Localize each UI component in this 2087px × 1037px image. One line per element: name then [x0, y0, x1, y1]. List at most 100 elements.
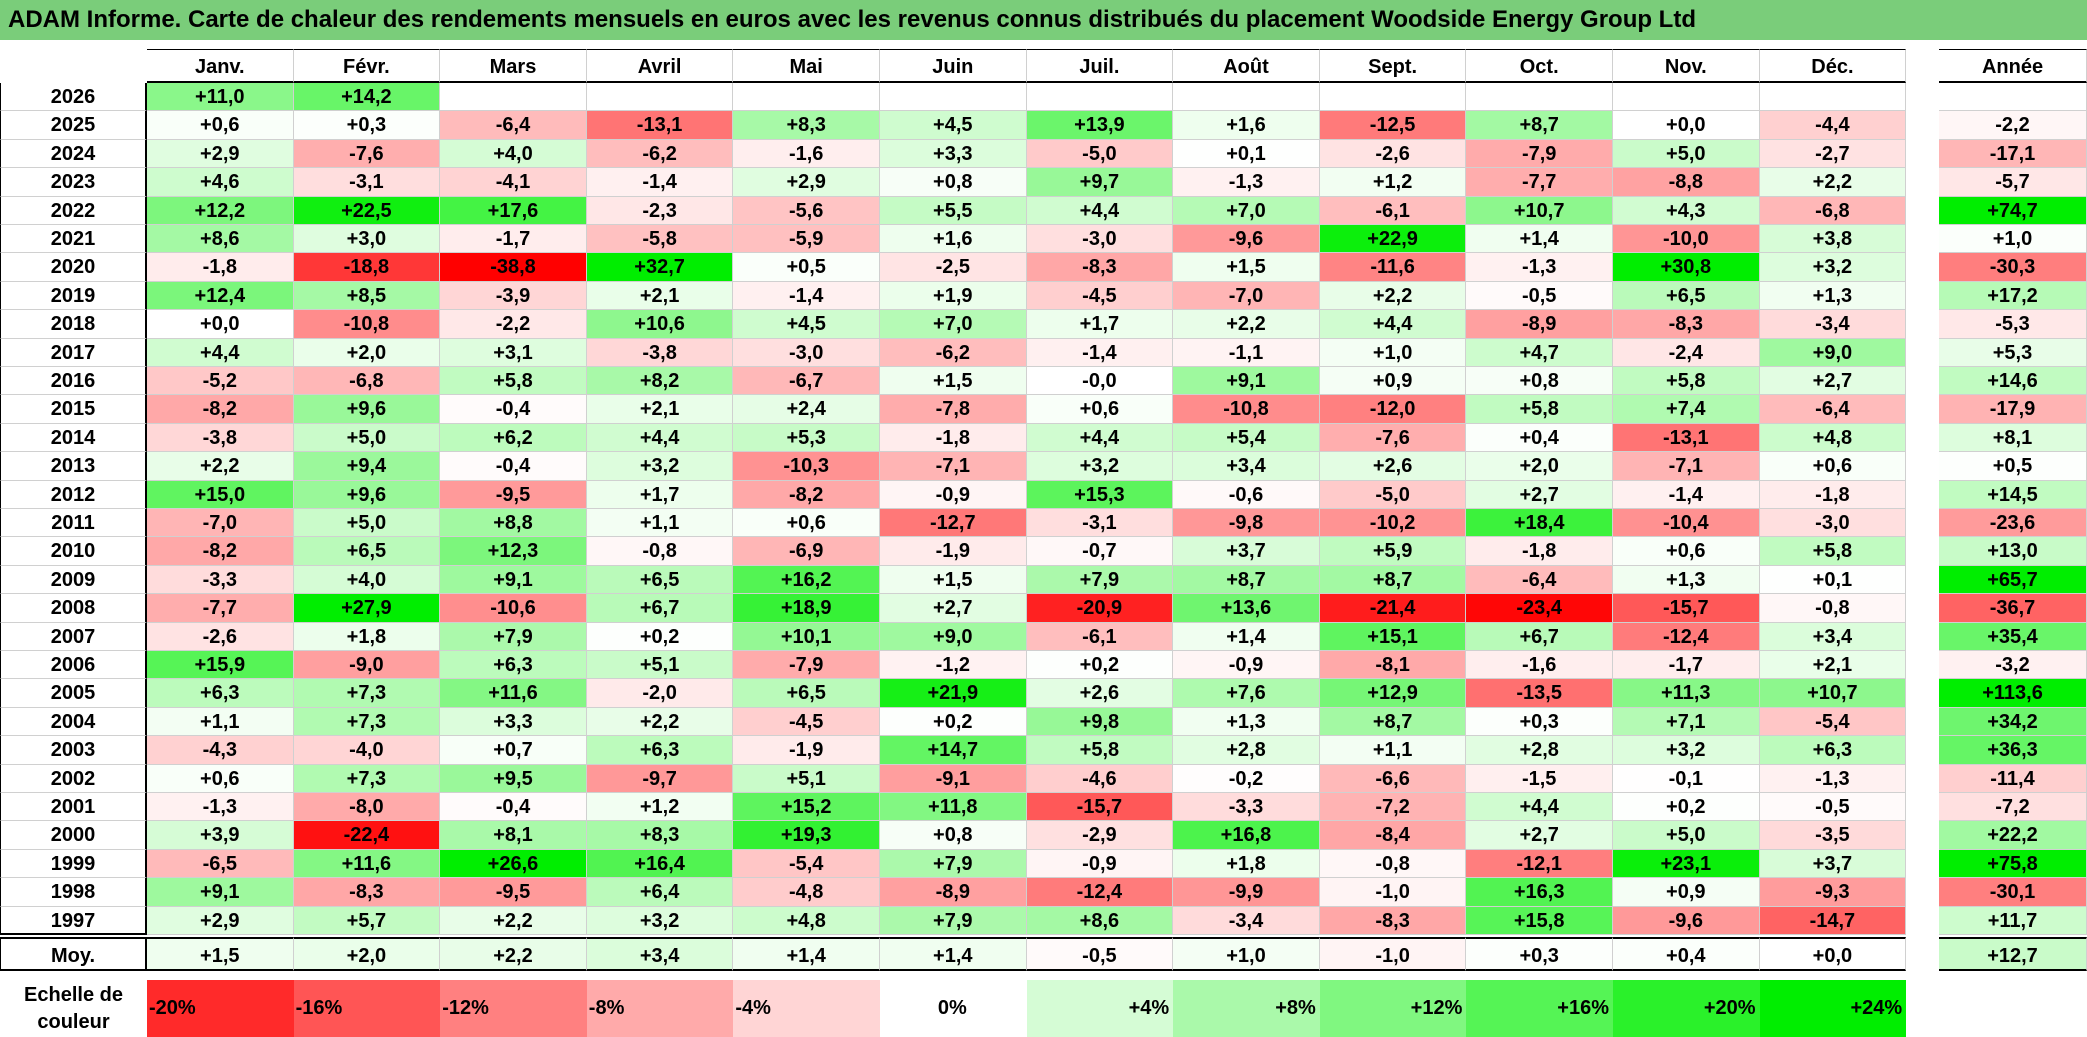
heatmap-cell: -7,2 — [1319, 793, 1467, 822]
heatmap-cell: +5,3 — [733, 423, 880, 453]
heatmap-cell: +13,6 — [1173, 594, 1320, 623]
heatmap-cell: -2,0 — [586, 679, 734, 708]
heatmap-cell: -9,7 — [586, 764, 734, 793]
heatmap-cell: -3,8 — [147, 423, 294, 453]
average-cell: +0,0 — [1759, 937, 1907, 971]
heatmap-cell: +3,4 — [1173, 452, 1320, 481]
heatmap-cell: +5,8 — [1026, 736, 1174, 765]
heatmap-cell: +9,7 — [1026, 168, 1174, 197]
heatmap-cell: +12,3 — [440, 537, 587, 566]
average-annual-cell: +12,7 — [1939, 937, 2087, 971]
heatmap-cell: -1,3 — [1466, 253, 1613, 282]
heatmap-cell: -1,4 — [733, 281, 880, 311]
annual-cell: -5,3 — [1939, 310, 2087, 339]
year-label: 2024 — [0, 139, 147, 169]
average-cell: +0,4 — [1613, 937, 1760, 971]
year-label: 2015 — [0, 395, 147, 424]
annual-cell: +0,5 — [1939, 452, 2087, 481]
heatmap-cell: +11,0 — [147, 83, 294, 112]
heatmap-cell: +4,4 — [147, 338, 294, 367]
heatmap-cell: +5,0 — [1613, 821, 1760, 850]
heatmap-cell: -5,8 — [586, 225, 734, 254]
average-cell: +1,4 — [880, 937, 1027, 971]
heatmap-cell: -7,9 — [733, 651, 880, 680]
year-label: 2010 — [0, 537, 147, 566]
heatmap-cell: +0,1 — [1759, 565, 1907, 595]
heatmap-cell: +8,8 — [440, 509, 587, 538]
legend-swatch: +12% — [1319, 980, 1467, 1037]
heatmap-cell: +0,2 — [1026, 651, 1174, 680]
heatmap-cell: +6,3 — [586, 736, 734, 765]
heatmap-cell: +13,9 — [1026, 111, 1174, 140]
heatmap-cell: -22,4 — [293, 821, 441, 850]
heatmap-cell: -8,0 — [293, 793, 441, 822]
legend-swatch: +8% — [1173, 980, 1320, 1037]
heatmap-cell: -10,8 — [1173, 395, 1320, 424]
heatmap-cell: -3,0 — [1026, 225, 1174, 254]
heatmap-cell: +9,5 — [440, 764, 587, 793]
heatmap-cell: +0,2 — [586, 622, 734, 651]
heatmap-cell: +15,8 — [1466, 906, 1613, 935]
heatmap-cell: -0,9 — [1173, 651, 1320, 680]
heatmap-cell: -12,0 — [1319, 395, 1467, 424]
heatmap-cell: -7,9 — [1466, 139, 1613, 169]
heatmap-cell: +8,3 — [733, 111, 880, 140]
heatmap-cell: +0,6 — [1759, 452, 1907, 481]
heatmap-cell: +1,3 — [1613, 565, 1760, 595]
heatmap-cell: +2,7 — [1466, 480, 1613, 509]
column-header: Juil. — [1026, 49, 1174, 83]
annual-cell: +65,7 — [1939, 565, 2087, 595]
heatmap-cell: +9,6 — [293, 480, 441, 509]
heatmap-cell: +11,6 — [440, 679, 587, 708]
year-label: 2020 — [0, 253, 147, 282]
heatmap-cell: +14,7 — [880, 736, 1027, 765]
heatmap-cell: -18,8 — [293, 253, 441, 282]
average-cell: +1,0 — [1173, 937, 1320, 971]
heatmap-cell: +9,6 — [293, 395, 441, 424]
heatmap-cell: +2,8 — [1466, 736, 1613, 765]
heatmap-cell: -6,8 — [293, 367, 441, 396]
year-label: 2002 — [0, 764, 147, 793]
heatmap-cell: -6,1 — [1026, 622, 1174, 651]
average-cell: +2,0 — [293, 937, 441, 971]
heatmap-cell: -12,4 — [1026, 878, 1174, 907]
heatmap-cell: +7,6 — [1173, 679, 1320, 708]
column-header: Sept. — [1319, 49, 1467, 83]
heatmap-cell: +15,3 — [1026, 480, 1174, 509]
heatmap-cell: +0,9 — [1319, 367, 1467, 396]
annual-cell: -3,2 — [1939, 651, 2087, 680]
column-header: Avril — [586, 49, 734, 83]
annual-cell: +8,1 — [1939, 423, 2087, 453]
heatmap-cell: -1,7 — [1613, 651, 1760, 680]
year-label: 2013 — [0, 452, 147, 481]
heatmap-cell: +10,6 — [586, 310, 734, 339]
heatmap-cell: -2,3 — [586, 196, 734, 225]
heatmap-cell: +5,0 — [1613, 139, 1760, 169]
heatmap-cell: -21,4 — [1319, 594, 1467, 623]
heatmap-cell: +8,6 — [147, 225, 294, 254]
heatmap-cell: -0,5 — [1466, 281, 1613, 311]
legend-swatch: -16% — [293, 980, 441, 1037]
heatmap-cell: -2,4 — [1613, 338, 1760, 367]
heatmap-cell: -0,5 — [1759, 793, 1907, 822]
annual-cell: -17,9 — [1939, 395, 2087, 424]
heatmap-cell: +2,4 — [733, 395, 880, 424]
heatmap-cell: -23,4 — [1466, 594, 1613, 623]
average-cell: +2,2 — [440, 937, 587, 971]
heatmap-cell: -6,2 — [586, 139, 734, 169]
heatmap-cell: -0,4 — [440, 452, 587, 481]
heatmap-cell: -3,4 — [1759, 310, 1907, 339]
heatmap-cell: +0,3 — [1466, 707, 1613, 737]
heatmap-cell: +5,8 — [1466, 395, 1613, 424]
heatmap-cell: +10,1 — [733, 622, 880, 651]
heatmap-cell: -0,8 — [1319, 849, 1467, 879]
year-label: 2011 — [0, 509, 147, 538]
heatmap-cell: +0,8 — [880, 821, 1027, 850]
heatmap-cell: +3,7 — [1759, 849, 1907, 879]
heatmap-cell: -3,3 — [147, 565, 294, 595]
heatmap-cell: -8,2 — [147, 537, 294, 566]
heatmap-cell: +19,3 — [733, 821, 880, 850]
heatmap-cell: +12,9 — [1319, 679, 1467, 708]
heatmap-cell: +9,8 — [1026, 707, 1174, 737]
heatmap-cell: +8,1 — [440, 821, 587, 850]
